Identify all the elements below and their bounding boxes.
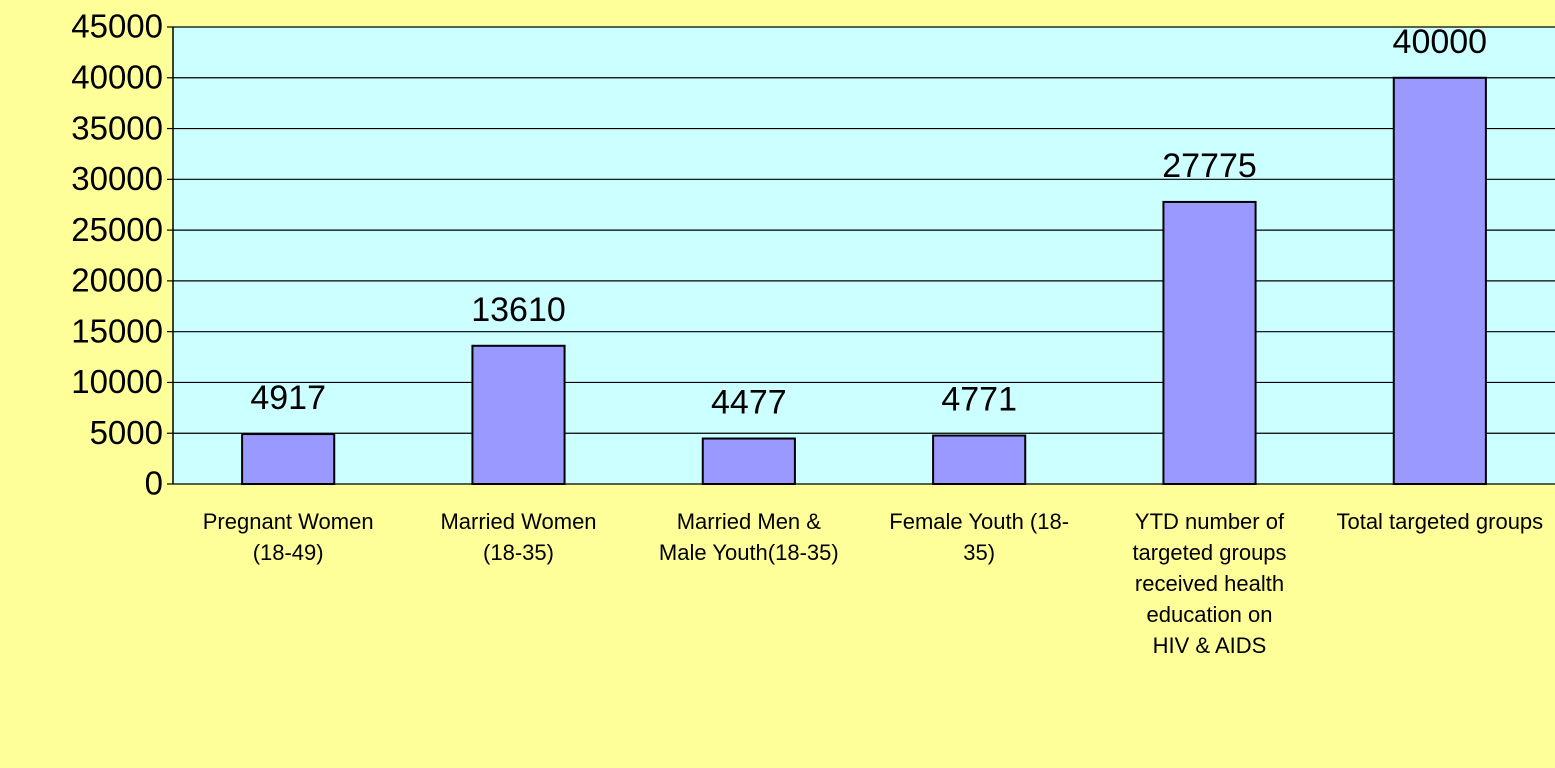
y-tick-label: 35000 xyxy=(71,109,163,146)
bar xyxy=(1392,76,1487,486)
x-tick-label: YTD number of targeted groups received h… xyxy=(1132,509,1287,658)
x-tick-label: Married Men & Male Youth(18-35) xyxy=(658,509,839,565)
bar xyxy=(932,434,1027,486)
y-tick-label: 25000 xyxy=(71,211,163,248)
data-label: 4477 xyxy=(711,384,787,422)
data-label: 4771 xyxy=(941,381,1017,419)
bar xyxy=(1162,200,1257,485)
data-label: 27775 xyxy=(1162,147,1257,185)
y-tick-label: 30000 xyxy=(71,160,163,197)
y-tick-label: 5000 xyxy=(90,414,163,451)
x-tick-label: Female Youth (18-35) xyxy=(889,509,1070,565)
x-tick-label: Total targeted groups xyxy=(1336,509,1544,534)
y-tick-label: 10000 xyxy=(71,363,163,400)
plot-area xyxy=(173,27,1555,484)
y-tick-label: 0 xyxy=(145,465,163,502)
data-label: 4917 xyxy=(250,379,326,417)
y-tick-label: 45000 xyxy=(71,8,163,45)
y-tick-label: 15000 xyxy=(71,312,163,349)
data-label: 13610 xyxy=(471,291,566,329)
bar xyxy=(471,344,566,486)
bar xyxy=(701,437,796,485)
y-tick-label: 20000 xyxy=(71,262,163,299)
data-label: 40000 xyxy=(1393,23,1488,61)
x-tick-label: Pregnant Women (18-49) xyxy=(202,509,374,565)
y-tick-label: 40000 xyxy=(71,58,163,95)
bar xyxy=(241,433,336,485)
x-tick-label: Married Women (18-35) xyxy=(440,509,597,565)
